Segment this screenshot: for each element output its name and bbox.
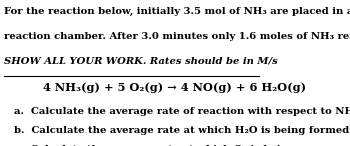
Text: b.  Calculate the average rate at which H₂O is being formed.: b. Calculate the average rate at which H… <box>14 126 350 135</box>
Text: reaction chamber. After 3.0 minutes only 1.6 moles of NH₃ remain.: reaction chamber. After 3.0 minutes only… <box>4 32 350 41</box>
Text: a.  Calculate the average rate of reaction with respect to NH₃.: a. Calculate the average rate of reactio… <box>14 107 350 116</box>
Text: For the reaction below, initially 3.5 mol of NH₃ are placed in a 4.0 L: For the reaction below, initially 3.5 mo… <box>4 7 350 16</box>
Text: 4 NH₃(g) + 5 O₂(g) → 4 NO(g) + 6 H₂O(g): 4 NH₃(g) + 5 O₂(g) → 4 NO(g) + 6 H₂O(g) <box>43 82 307 93</box>
Text: SHOW ALL YOUR WORK. Rates should be in M/s: SHOW ALL YOUR WORK. Rates should be in M… <box>4 57 277 66</box>
Text: c.  Calculate the average rate at which O₂ is being consumed.: c. Calculate the average rate at which O… <box>14 145 350 146</box>
